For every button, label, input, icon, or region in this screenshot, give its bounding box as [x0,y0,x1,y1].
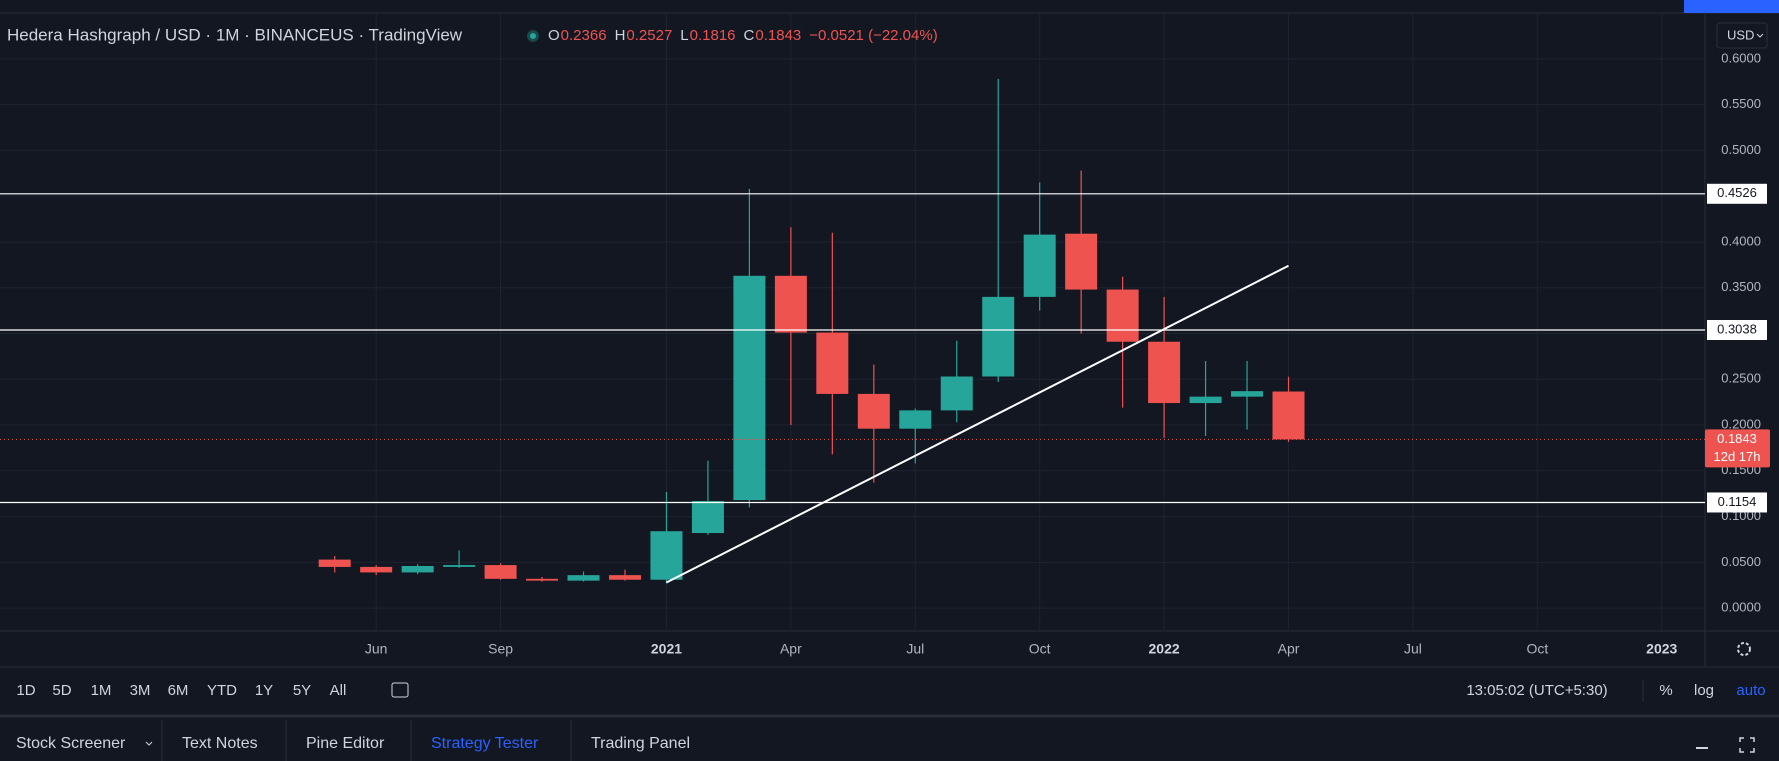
y-tick-label: 0.2500 [1721,371,1761,386]
range-button[interactable]: All [330,682,347,699]
level-label: 0.4526 [1717,185,1757,200]
candle-body [899,410,932,429]
candle-body [608,575,641,580]
auto-toggle[interactable]: auto [1736,682,1765,699]
candle-body [816,332,849,394]
clock: 13:05:02 (UTC+5:30) [1466,682,1607,699]
y-tick-label: 0.3500 [1721,279,1761,294]
countdown-label: 12d 17h [1714,449,1761,464]
level-label-box [1707,320,1767,341]
candle-body [650,531,683,580]
ohlc-letter: L [680,27,688,44]
level-label: 0.3038 [1717,321,1757,336]
ohlc-value: 0.1816 [690,27,736,44]
log-toggle[interactable]: log [1694,682,1714,699]
x-tick-label: Oct [1029,641,1051,657]
candle-body [1065,233,1098,290]
range-button[interactable]: YTD [207,682,237,699]
change-value: −0.0521 (−22.04%) [809,27,937,44]
range-button[interactable]: 5Y [293,682,311,699]
candle-body [443,565,476,567]
candle-body [360,566,393,573]
ohlc-value: 0.1843 [755,27,801,44]
y-tick-label: 0.0000 [1721,600,1761,615]
y-tick-label: 0.6000 [1721,50,1761,65]
x-tick-label: 2021 [651,641,682,657]
candle-body [1231,391,1264,397]
candle-body [857,393,890,429]
last-price-label: 0.1843 [1717,431,1757,446]
chevron-icon [1756,33,1764,38]
ohlc-letter: H [615,27,626,44]
ohlc-letter: C [744,27,755,44]
trend-line [666,264,1289,584]
level-label-box [1707,183,1767,204]
top-toolbar-strip [0,0,1779,13]
tabs: Stock Screener Text Notes Pine Editor Strat… [16,720,690,761]
candle-body [1023,234,1056,297]
ohlc-legend: O 0.2366 H 0.2527 L 0.1816 C 0.1843 −0.0521 (−22… [548,27,938,44]
panel-tab[interactable]: Strategy Tester [431,735,539,752]
ohlc-letter: O [548,27,560,44]
plot [0,78,1705,584]
currency-dropdown[interactable] [1716,22,1768,49]
x-tick-label: Sep [488,641,513,657]
status-dot [530,33,536,39]
candle-body [526,578,559,581]
candle-body [1106,289,1139,342]
percent-toggle[interactable]: % [1659,682,1672,699]
candle-body [982,296,1015,377]
candle-body [691,501,724,534]
range-button[interactable]: 5D [52,682,71,699]
panel-tab[interactable]: Stock Screener [16,735,126,752]
candle-body [567,575,600,581]
candle-body [484,565,517,579]
range-button[interactable]: 6M [168,682,189,699]
candle-body [401,566,434,573]
x-tick-label: Jul [906,641,924,657]
x-tick-label: Oct [1526,641,1548,657]
y-tick-label: 0.5000 [1721,142,1761,157]
candle-body [318,559,351,567]
candle-body [940,376,973,411]
level-label-box [1707,492,1767,513]
settings-icon[interactable] [1737,642,1751,656]
range-button[interactable]: 1D [16,682,35,699]
range-button[interactable]: 3M [130,682,151,699]
x-tick-label: 2022 [1149,641,1180,657]
x-tick-label: 2023 [1646,641,1677,657]
chevron-icon [145,741,153,746]
candle-body [1189,396,1222,404]
candle-body [774,275,807,333]
x-tick-label: Apr [1278,641,1300,657]
y-tick-label: 0.5500 [1721,96,1761,111]
ohlc-value: 0.2366 [561,27,607,44]
candle-body [1272,391,1305,440]
candle-body [1148,341,1181,404]
panel-tab[interactable]: Trading Panel [591,735,690,752]
candle-body [733,275,766,501]
panel-tab[interactable]: Text Notes [182,735,258,752]
range-button[interactable]: 1M [91,682,112,699]
x-tick-label: Jun [365,641,388,657]
publish-button[interactable] [1684,0,1779,13]
chart-title: Hedera Hashgraph / USD · 1M · BINANCEUS … [7,25,463,44]
y-tick-label: 0.0500 [1721,554,1761,569]
level-label: 0.1154 [1718,494,1757,509]
x-tick-label: Apr [780,641,802,657]
y-tick-label: 0.4000 [1721,233,1761,248]
currency-label: USD [1727,27,1754,42]
bottom-toolbar: 1D 5D 1M 3M 6M YTD 1Y 5Y All 13:05:02 (UTC+5:30)%… [16,680,1766,702]
ohlc-value: 0.2527 [626,27,672,44]
maximize-icon[interactable] [1739,737,1755,753]
last-price-box [1705,429,1770,468]
date-range-icon[interactable] [391,682,409,698]
x-tick-label: Jul [1404,641,1422,657]
range-button[interactable]: 1Y [255,682,273,699]
y-tick-label: 0.2000 [1721,416,1761,431]
bottom-panel [0,715,1779,761]
panel-tab[interactable]: Pine Editor [306,735,385,752]
